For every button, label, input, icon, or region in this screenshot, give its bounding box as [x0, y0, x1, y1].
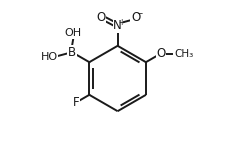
Text: O: O	[131, 11, 140, 24]
Text: CH₃: CH₃	[175, 49, 194, 59]
Text: O: O	[156, 47, 165, 60]
Text: HO: HO	[41, 52, 58, 62]
Text: F: F	[73, 96, 79, 109]
Text: −: −	[136, 9, 142, 18]
Text: B: B	[68, 46, 76, 59]
Text: O: O	[97, 11, 106, 24]
Text: N: N	[113, 19, 122, 32]
Text: +: +	[118, 18, 124, 27]
Text: OH: OH	[65, 28, 82, 38]
